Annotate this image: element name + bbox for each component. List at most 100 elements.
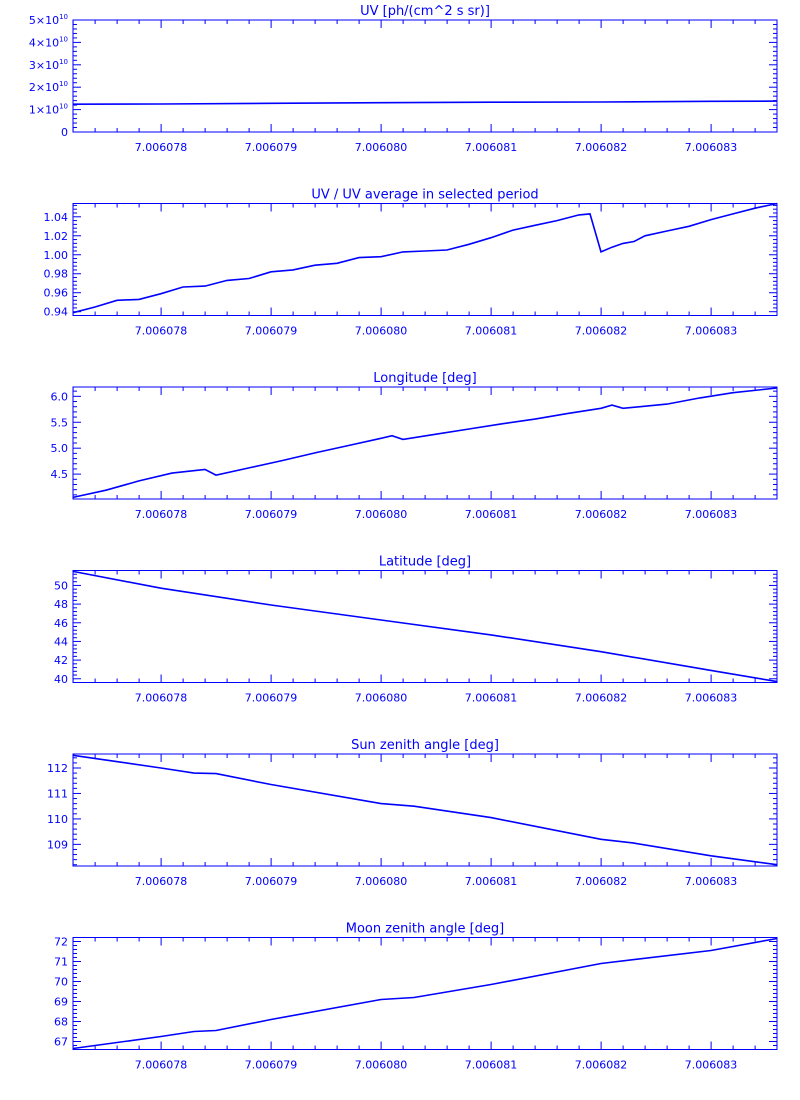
chart-panel-3: Longitude [deg] 7.006078 7.006079 7.006080 7…	[51, 371, 778, 521]
y-tick-label: 42	[54, 654, 68, 667]
y-tick-label: 50	[54, 579, 68, 592]
y-tick-times: ×	[36, 59, 45, 72]
y-tick-mantissa: 5	[29, 14, 36, 27]
x-tick-label: 7.006078	[135, 692, 188, 705]
x-tick-label: 7.006078	[135, 508, 188, 521]
plot-frame	[72, 937, 778, 1050]
y-tick-label: 46	[54, 617, 68, 630]
x-tick-label: 7.006080	[355, 325, 408, 338]
y-tick-base: 10	[45, 14, 59, 27]
y-tick-times: ×	[36, 81, 45, 94]
plot-frame	[72, 19, 778, 133]
y-tick-mantissa: 2	[29, 81, 36, 94]
y-tick-label: 44	[54, 635, 68, 648]
y-tick-label: 112	[47, 762, 68, 775]
x-tick-label: 7.006078	[135, 875, 188, 888]
x-tick-label: 7.006082	[575, 692, 628, 705]
y-tick-exponent: 10	[59, 35, 68, 43]
y-tick-label: 1.04	[44, 211, 69, 224]
chart-title: Latitude [deg]	[379, 555, 471, 570]
x-tick-label: 7.006080	[355, 508, 408, 521]
y-tick-label: 3×1010	[29, 58, 68, 72]
x-tick-label: 7.006083	[685, 1059, 738, 1072]
x-tick-label: 7.006080	[355, 875, 408, 888]
y-tick-label: 110	[47, 813, 68, 826]
chart-title: Moon zenith angle [deg]	[346, 922, 504, 937]
y-tick-label: 69	[54, 996, 68, 1009]
y-tick-label: 5.0	[51, 442, 69, 455]
x-tick-label: 7.006078	[135, 1059, 188, 1072]
x-tick-label: 7.006080	[355, 141, 408, 154]
x-tick-label: 7.006082	[575, 875, 628, 888]
chart-title: UV [ph/(cm^2 s sr)]	[360, 4, 490, 19]
x-tick-label: 7.006079	[245, 875, 298, 888]
chart-panel-6: Moon zenith angle [deg] 7.006078 7.006079 7…	[54, 922, 778, 1072]
series-line	[72, 100, 778, 105]
chart-title: UV / UV average in selected period	[311, 188, 538, 203]
y-tick-label: 5×1010	[29, 13, 68, 27]
y-tick-label: 0.96	[44, 287, 69, 300]
y-tick-label: 1×1010	[29, 103, 68, 117]
y-tick-label: 40	[54, 673, 68, 686]
y-tick-label: 4×1010	[29, 35, 68, 49]
y-tick-label: 5.5	[51, 416, 69, 429]
x-tick-label: 7.006078	[135, 141, 188, 154]
chart-panel-1: UV [ph/(cm^2 s sr)] 7.006078 7.006079 7.006…	[29, 4, 778, 154]
y-tick-mantissa: 1	[29, 104, 36, 117]
y-tick-times: ×	[36, 36, 45, 49]
x-tick-label: 7.006081	[465, 508, 518, 521]
y-tick-label: 4.5	[51, 468, 69, 481]
x-tick-label: 7.006082	[575, 1059, 628, 1072]
y-tick-label: 0.98	[44, 268, 69, 281]
chart-title: Sun zenith angle [deg]	[351, 738, 499, 753]
y-tick-label: 1.00	[44, 249, 69, 262]
x-tick-label: 7.006079	[245, 325, 298, 338]
chart-panel-4: Latitude [deg] 7.006078 7.006079 7.006080 7.…	[54, 555, 778, 705]
x-tick-label: 7.006083	[685, 508, 738, 521]
y-tick-label: 68	[54, 1016, 68, 1029]
x-tick-label: 7.006079	[245, 508, 298, 521]
y-tick-label: 0	[61, 126, 68, 139]
y-tick-label: 111	[47, 787, 68, 800]
chart-panel-2: UV / UV average in selected period 7.0060…	[44, 188, 778, 338]
chart-panel-5: Sun zenith angle [deg] 7.006078 7.006079 7.…	[47, 738, 778, 888]
x-tick-label: 7.006081	[465, 1059, 518, 1072]
y-tick-exponent: 10	[59, 58, 68, 66]
y-tick-exponent: 10	[59, 13, 68, 21]
y-tick-label: 2×1010	[29, 80, 68, 94]
series-line	[72, 387, 778, 499]
y-tick-label: 109	[47, 838, 68, 851]
y-tick-base: 10	[45, 59, 59, 72]
y-tick-label: 67	[54, 1036, 68, 1049]
series-line	[72, 754, 778, 866]
x-tick-label: 7.006083	[685, 692, 738, 705]
y-tick-label: 0.94	[44, 306, 69, 319]
y-tick-times: ×	[36, 14, 45, 27]
x-tick-label: 7.006078	[135, 325, 188, 338]
y-tick-label: 6.0	[51, 390, 69, 403]
y-tick-label: 70	[54, 976, 68, 989]
y-tick-label: 48	[54, 598, 68, 611]
y-tick-base: 10	[45, 36, 59, 49]
x-tick-label: 7.006081	[465, 141, 518, 154]
x-tick-label: 7.006083	[685, 325, 738, 338]
series-line	[72, 202, 778, 314]
y-tick-exponent: 10	[59, 80, 68, 88]
x-tick-label: 7.006080	[355, 692, 408, 705]
y-tick-times: ×	[36, 104, 45, 117]
series-line	[72, 937, 778, 1050]
x-tick-label: 7.006082	[575, 141, 628, 154]
y-tick-base: 10	[45, 81, 59, 94]
y-tick-label: 71	[54, 956, 68, 969]
x-tick-label: 7.006081	[465, 325, 518, 338]
x-tick-label: 7.006079	[245, 692, 298, 705]
y-tick-exponent: 10	[59, 103, 68, 111]
x-tick-label: 7.006082	[575, 508, 628, 521]
x-tick-label: 7.006081	[465, 692, 518, 705]
x-tick-label: 7.006082	[575, 325, 628, 338]
series-line	[72, 570, 778, 683]
plot-frame	[72, 203, 778, 316]
y-tick-mantissa: 4	[29, 36, 36, 49]
x-tick-label: 7.006080	[355, 1059, 408, 1072]
